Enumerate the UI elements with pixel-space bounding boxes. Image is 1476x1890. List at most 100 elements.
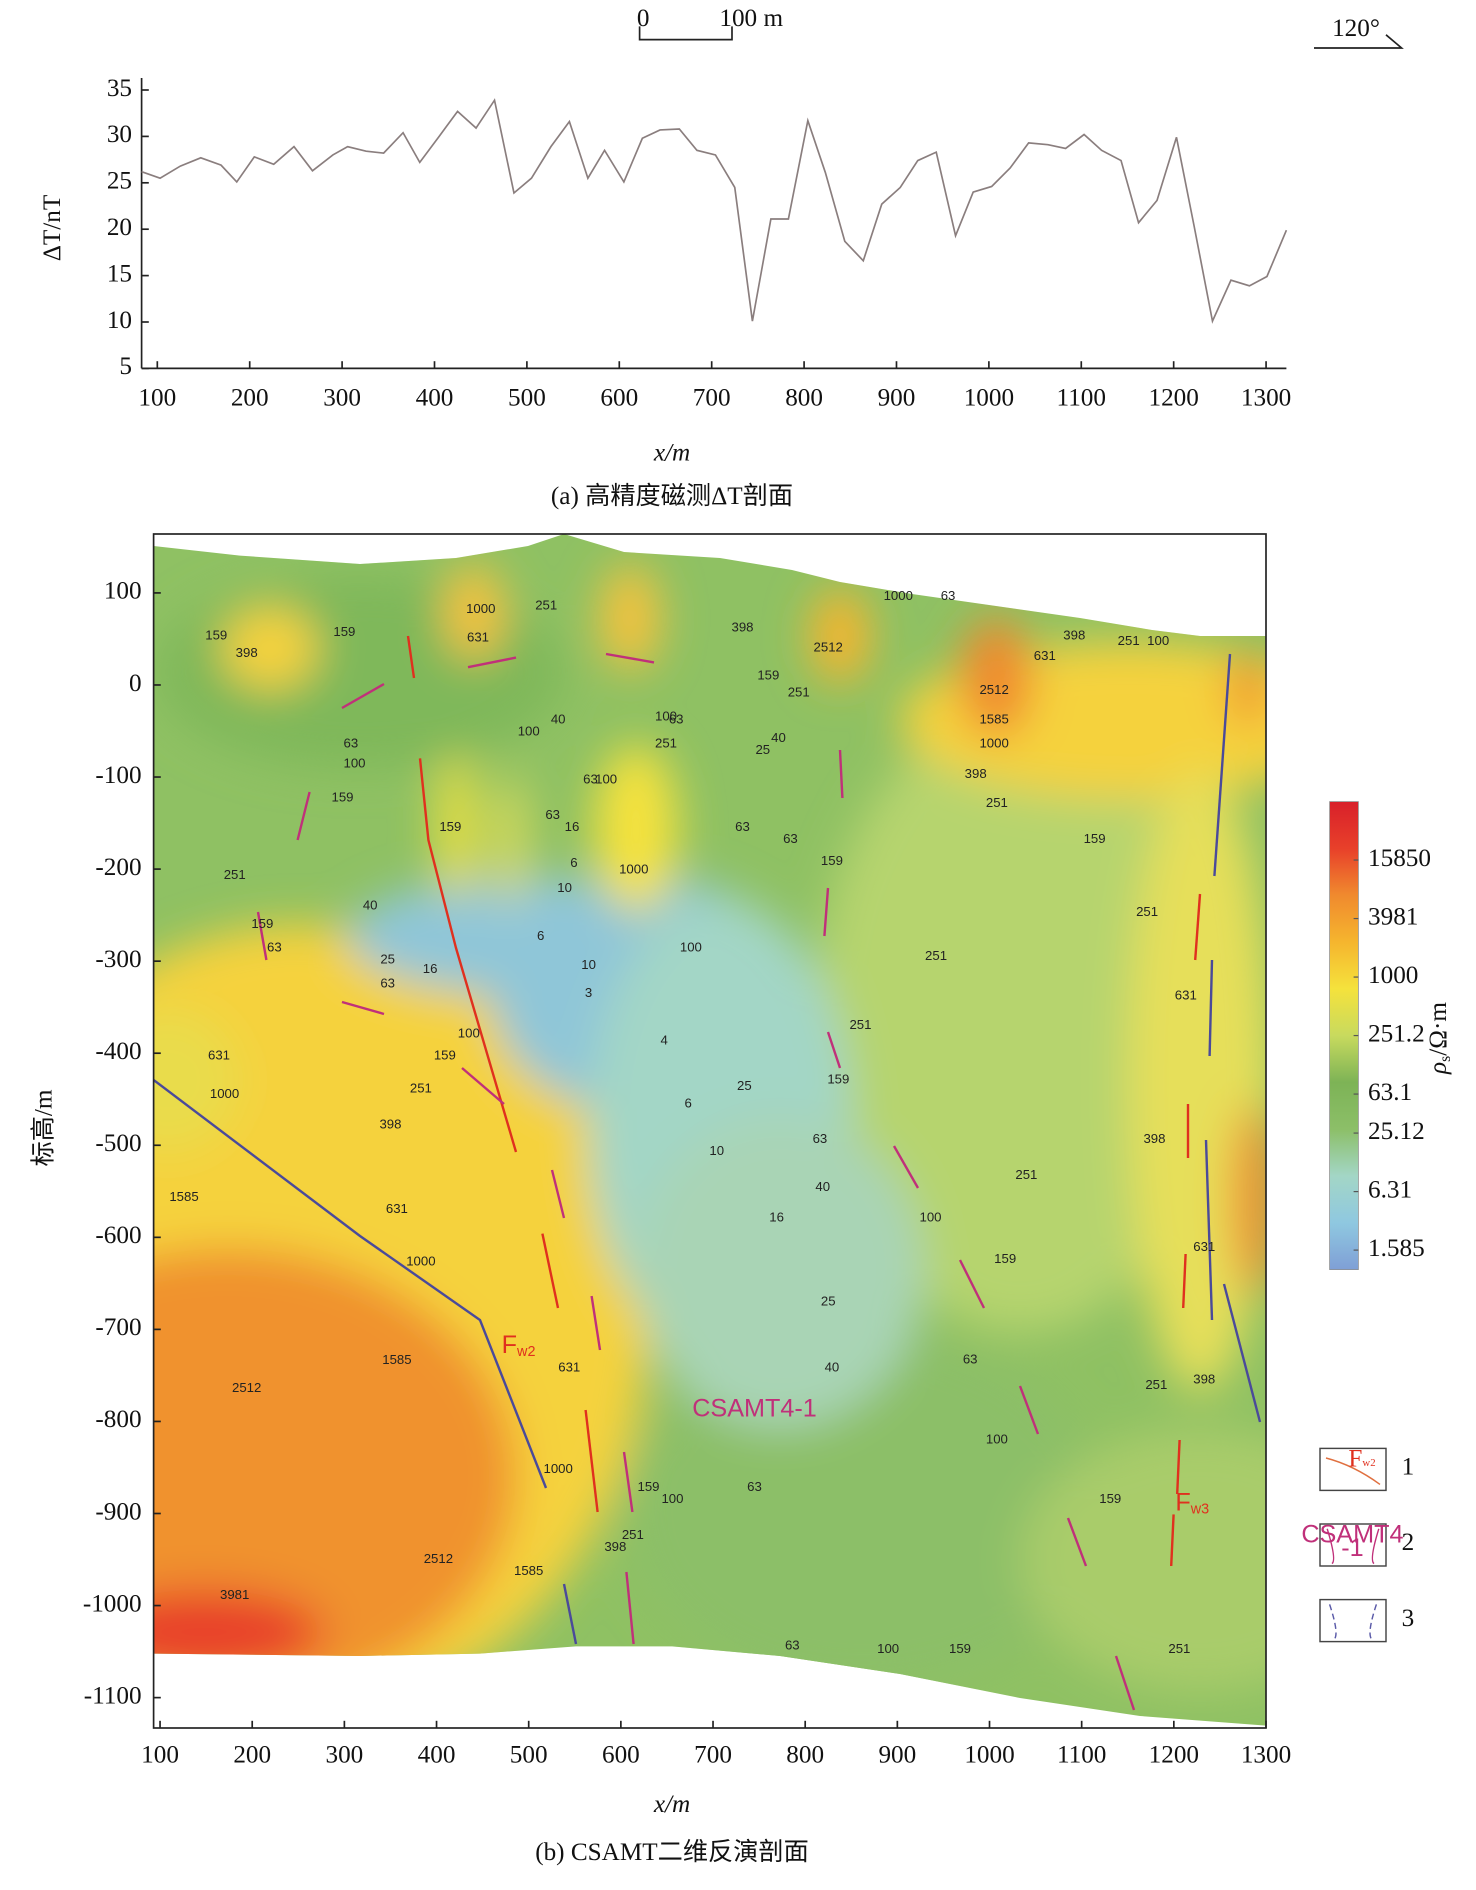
y-tick-label: -600 <box>95 1222 141 1249</box>
legend-sample: Fw2 <box>1348 1445 1375 1472</box>
x-tick-label: 600 <box>602 1742 640 1769</box>
contour-label: 398 <box>1063 628 1085 643</box>
contour-label: 6 <box>537 928 544 943</box>
contour-label: 100 <box>877 1641 899 1656</box>
legend-sample-sub: w2 <box>1362 1457 1375 1469</box>
x-tick-label: 1300 <box>1241 1742 1291 1769</box>
legend-icon <box>1328 1604 1378 1640</box>
contour-label: 251 <box>224 867 246 882</box>
contour-label: 16 <box>565 819 580 834</box>
x-tick-label: 600 <box>600 384 638 411</box>
y-tick-label: -900 <box>95 1498 141 1525</box>
contour-label: 159 <box>821 853 843 868</box>
contour-label: 2512 <box>979 682 1008 697</box>
contour-label: 100 <box>458 1025 480 1040</box>
y-tick-label: 100 <box>104 578 142 605</box>
colorbar-tick-label: 3981 <box>1368 903 1418 930</box>
contour-label: 100 <box>986 1431 1008 1446</box>
contour-label: 100 <box>595 771 617 786</box>
y-tick-label: 35 <box>107 75 132 102</box>
annotation-main: F <box>502 1331 517 1359</box>
colorbar-tick-label: 1000 <box>1368 962 1418 989</box>
contour-label: 251 <box>849 1017 871 1032</box>
colorbar-label: ρs/Ω·m <box>1425 1002 1454 1075</box>
contour-label: 1585 <box>979 711 1008 726</box>
x-tick-label: 900 <box>878 384 916 411</box>
plot-frame <box>152 533 1267 1729</box>
contour-label: 1000 <box>466 601 495 616</box>
contour-label: 3981 <box>220 1587 249 1602</box>
x-tick-label: 500 <box>510 1742 548 1769</box>
contour-label: 251 <box>1136 904 1158 919</box>
contour-label: 251 <box>410 1081 432 1096</box>
contour-label: 40 <box>825 1360 840 1375</box>
contour-label: 63 <box>669 711 684 726</box>
contour-label: 1585 <box>514 1563 543 1578</box>
contour-label: 398 <box>1143 1131 1165 1146</box>
contour-label: 63 <box>380 976 395 991</box>
contour-label: 63 <box>267 940 282 955</box>
contour-label: 159 <box>1084 831 1106 846</box>
orientation-label: 120° <box>1332 15 1380 42</box>
scale-label: 0 <box>637 5 650 32</box>
x-tick-label: 1100 <box>1057 384 1106 411</box>
legend-sample: -1 <box>1341 1534 1363 1562</box>
contour-label: 2512 <box>814 640 843 655</box>
contour-label: 159 <box>333 624 355 639</box>
contour-label: 631 <box>386 1201 408 1216</box>
contour-label: 159 <box>638 1479 660 1494</box>
contour-label: 25 <box>755 742 770 757</box>
x-tick-label: 1300 <box>1241 384 1291 411</box>
y-axis-label: 标高/m <box>29 1089 57 1166</box>
contour-label: 159 <box>332 790 354 805</box>
y-tick-label: 20 <box>107 214 132 241</box>
x-tick-label: 400 <box>418 1742 456 1769</box>
contour-label: 63 <box>963 1351 978 1366</box>
contour-label: 159 <box>757 667 779 682</box>
annotation-sub: w2 <box>516 1344 535 1360</box>
x-tick-label: 300 <box>325 1742 363 1769</box>
contour-label: 2512 <box>232 1380 261 1395</box>
contour-label: 159 <box>1099 1491 1121 1506</box>
x-tick-label: 1000 <box>964 384 1014 411</box>
x-axis-label: x/m <box>653 440 690 467</box>
contour-label: 159 <box>434 1047 456 1062</box>
contour-label: 1585 <box>382 1352 411 1367</box>
interpretation-lines <box>153 635 1262 1711</box>
contour-label: 251 <box>1168 1641 1190 1656</box>
contour-label: 40 <box>551 711 566 726</box>
contour-label: 63 <box>735 819 750 834</box>
contour-label: 1585 <box>169 1189 198 1204</box>
legend-label: 3 <box>1402 1605 1415 1632</box>
contour-label: 631 <box>208 1047 230 1062</box>
y-tick-label: -400 <box>95 1038 141 1065</box>
contour-label: 251 <box>1118 633 1140 648</box>
y-tick-label: -1000 <box>83 1590 142 1617</box>
legend-sample: CSAMT4 <box>1301 1521 1403 1549</box>
contour-label: 16 <box>423 961 438 976</box>
contour-label: 631 <box>1034 648 1056 663</box>
colorbar-tick-label: 251.2 <box>1368 1020 1425 1047</box>
legend-label: 2 <box>1402 1529 1415 1556</box>
data-line <box>141 98 1288 324</box>
contour-label: 25 <box>821 1293 836 1308</box>
contour-label: 1000 <box>884 588 913 603</box>
contour-label: 16 <box>769 1209 784 1224</box>
contour-label: 631 <box>558 1360 580 1375</box>
contour-label: 10 <box>709 1143 724 1158</box>
y-tick-label: -300 <box>95 946 141 973</box>
x-tick-label: 900 <box>878 1742 916 1769</box>
colorbar-tick-label: 63.1 <box>1368 1079 1412 1106</box>
colorbar-label-main: ρ <box>1425 1062 1452 1075</box>
y-tick-label: -100 <box>95 762 141 789</box>
scale-bar <box>638 26 733 41</box>
contour-label: 251 <box>1015 1167 1037 1182</box>
contour-label: 63 <box>941 588 956 603</box>
contour-label: 631 <box>467 630 489 645</box>
legend-sample-main: F <box>1348 1445 1362 1472</box>
contour-label: 6 <box>684 1095 691 1110</box>
contour-label: 1000 <box>979 735 1008 750</box>
colorbar-tick-label: 6.31 <box>1368 1176 1412 1203</box>
scale-label: 100 m <box>719 5 783 32</box>
